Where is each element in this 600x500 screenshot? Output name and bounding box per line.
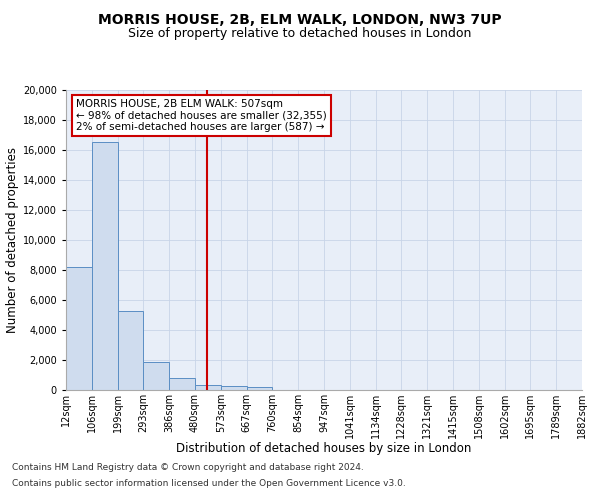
Bar — [195, 385, 221, 390]
Text: Size of property relative to detached houses in London: Size of property relative to detached ho… — [128, 28, 472, 40]
Bar — [92, 142, 118, 390]
X-axis label: Distribution of detached houses by size in London: Distribution of detached houses by size … — [176, 442, 472, 456]
Bar — [66, 267, 92, 390]
Bar — [247, 387, 272, 390]
Bar — [169, 378, 195, 390]
Bar — [221, 386, 247, 390]
Text: Contains public sector information licensed under the Open Government Licence v3: Contains public sector information licen… — [12, 478, 406, 488]
Text: Contains HM Land Registry data © Crown copyright and database right 2024.: Contains HM Land Registry data © Crown c… — [12, 464, 364, 472]
Bar — [143, 362, 169, 390]
Text: MORRIS HOUSE, 2B ELM WALK: 507sqm
← 98% of detached houses are smaller (32,355)
: MORRIS HOUSE, 2B ELM WALK: 507sqm ← 98% … — [76, 99, 327, 132]
Text: MORRIS HOUSE, 2B, ELM WALK, LONDON, NW3 7UP: MORRIS HOUSE, 2B, ELM WALK, LONDON, NW3 … — [98, 12, 502, 26]
Bar — [118, 310, 143, 390]
Y-axis label: Number of detached properties: Number of detached properties — [6, 147, 19, 333]
